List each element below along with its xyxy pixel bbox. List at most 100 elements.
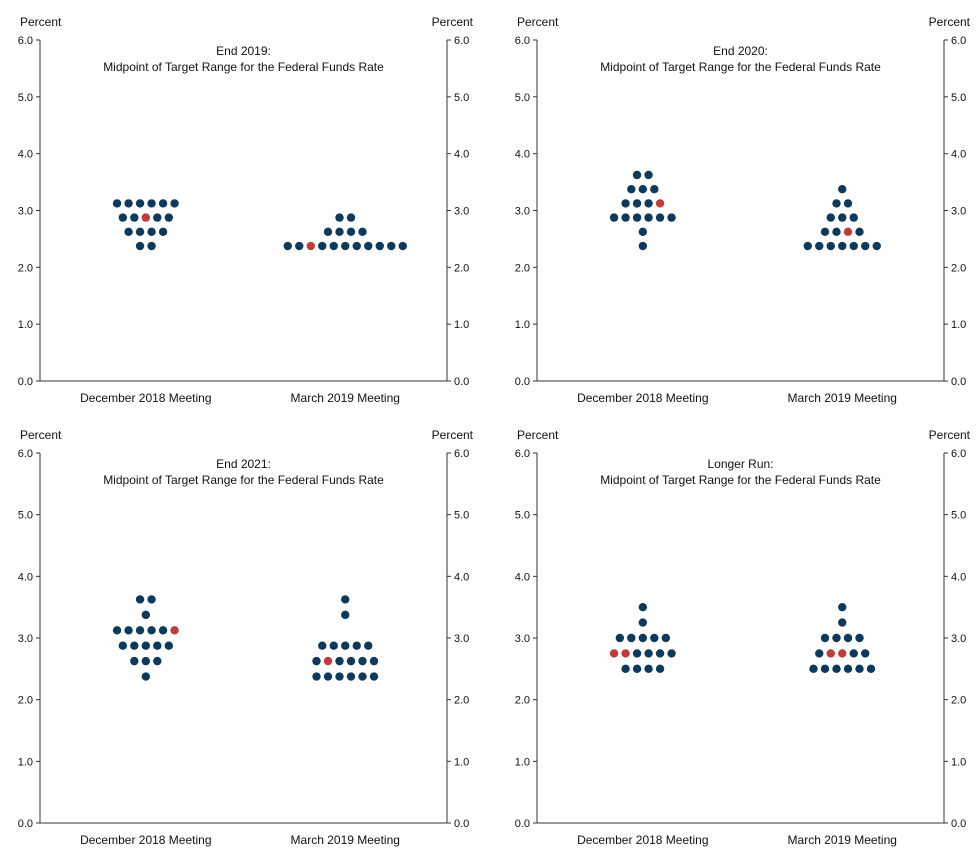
x-category-label: March 2019 Meeting — [291, 391, 400, 405]
dot-point — [650, 184, 659, 194]
dot-point — [346, 656, 356, 666]
dot-point — [849, 649, 858, 658]
dot-point — [832, 664, 841, 674]
dot-point — [147, 227, 156, 237]
y-tick-label-left: 4.0 — [515, 571, 530, 583]
dot-point-highlight — [621, 649, 630, 658]
dot-point — [335, 227, 344, 237]
dot-point — [638, 241, 648, 251]
dot-point — [872, 241, 881, 251]
y-tick-label-left: 3.0 — [18, 633, 33, 645]
dot-point — [312, 672, 321, 681]
dot-point — [861, 241, 870, 251]
y-tick-label-left: 0.0 — [515, 818, 530, 830]
y-tick-label-right: 0.0 — [454, 818, 469, 830]
y-tick-label-right: 5.0 — [454, 510, 469, 522]
y-tick-label-left: 2.0 — [18, 695, 33, 707]
y-tick-label-right: 4.0 — [454, 149, 469, 161]
y-tick-label-right: 2.0 — [951, 262, 966, 274]
dot-point — [832, 199, 841, 208]
dot-point — [164, 641, 174, 650]
y-unit-label-left: Percent — [20, 15, 62, 29]
dot-point — [849, 213, 858, 222]
y-tick-label-left: 5.0 — [18, 92, 33, 104]
x-category-label: December 2018 Meeting — [80, 391, 211, 405]
dot-point — [135, 595, 145, 604]
y-tick-label-left: 0.0 — [18, 818, 33, 830]
y-tick-label-left: 5.0 — [18, 510, 33, 522]
panel-title: End 2021: — [216, 457, 271, 471]
dot-point — [375, 241, 384, 251]
dot-point — [861, 649, 870, 658]
dot-point — [832, 633, 841, 643]
y-unit-label-right: Percent — [929, 428, 971, 442]
dot-point — [329, 641, 338, 650]
dot-point — [627, 633, 636, 643]
dot-point — [341, 241, 350, 251]
dot-point-highlight — [170, 626, 179, 635]
dot-point — [632, 664, 642, 674]
dot-point — [130, 656, 139, 666]
dot-point — [352, 641, 361, 650]
dot-point — [838, 618, 847, 627]
y-tick-label-right: 2.0 — [454, 695, 469, 707]
dot-point — [153, 213, 162, 222]
y-unit-label-left: Percent — [517, 15, 559, 29]
y-tick-label-right: 3.0 — [951, 633, 966, 645]
dot-point — [632, 170, 642, 180]
y-tick-label-left: 6.0 — [515, 448, 530, 460]
dot-point — [147, 595, 156, 604]
dot-point — [335, 213, 344, 222]
dot-point — [838, 241, 847, 251]
dot-point — [283, 241, 292, 251]
dot-point — [803, 241, 812, 251]
chart-panel-3: 0.0 0.0 1.0 1.0 2.0 2.0 3.0 3.0 4.0 4.0 5.0 5.0 6.0 6… — [18, 428, 474, 847]
dot-point — [638, 227, 648, 237]
dot-point — [141, 672, 151, 681]
y-tick-label-left: 0.0 — [18, 376, 33, 388]
y-tick-label-right: 3.0 — [454, 633, 469, 645]
dot-point — [358, 672, 367, 681]
y-tick-label-left: 3.0 — [515, 206, 530, 218]
dot-point — [632, 199, 642, 208]
dot-point — [661, 633, 671, 643]
panel-title: Longer Run: — [707, 457, 773, 471]
y-tick-label-right: 1.0 — [454, 756, 469, 768]
dot-point — [341, 610, 350, 620]
dot-point — [164, 213, 174, 222]
dot-point — [141, 641, 151, 650]
dot-point — [849, 241, 858, 251]
dot-point — [153, 641, 162, 650]
dot-point — [124, 227, 133, 237]
dot-point — [820, 633, 830, 643]
dot-point — [358, 227, 367, 237]
y-tick-label-right: 5.0 — [951, 92, 966, 104]
y-tick-label-right: 1.0 — [951, 319, 966, 331]
y-unit-label-left: Percent — [517, 428, 559, 442]
y-tick-label-right: 5.0 — [951, 510, 966, 522]
dot-point — [124, 199, 133, 208]
dot-point — [638, 618, 648, 627]
y-tick-label-right: 6.0 — [454, 35, 469, 47]
dot-point — [352, 241, 361, 251]
y-tick-label-right: 1.0 — [454, 319, 469, 331]
dot-point — [130, 213, 139, 222]
dot-point — [358, 656, 367, 666]
y-tick-label-right: 6.0 — [454, 448, 469, 460]
y-tick-label-left: 4.0 — [18, 571, 33, 583]
dot-point — [826, 213, 835, 222]
dot-point — [667, 649, 676, 658]
y-tick-label-right: 5.0 — [454, 92, 469, 104]
dot-point — [644, 213, 653, 222]
y-tick-label-left: 4.0 — [18, 149, 33, 161]
x-category-label: March 2019 Meeting — [788, 391, 897, 405]
dot-point — [855, 664, 864, 674]
chart-panel-1: 0.0 0.0 1.0 1.0 2.0 2.0 3.0 3.0 4.0 4.0 5.0 5.0 6.0 6… — [18, 15, 474, 405]
y-tick-label-right: 0.0 — [951, 818, 966, 830]
dot-point — [866, 664, 876, 674]
dot-point — [667, 213, 676, 222]
y-tick-label-left: 5.0 — [515, 510, 530, 522]
dot-point — [329, 241, 338, 251]
dot-point-highlight — [826, 649, 835, 658]
